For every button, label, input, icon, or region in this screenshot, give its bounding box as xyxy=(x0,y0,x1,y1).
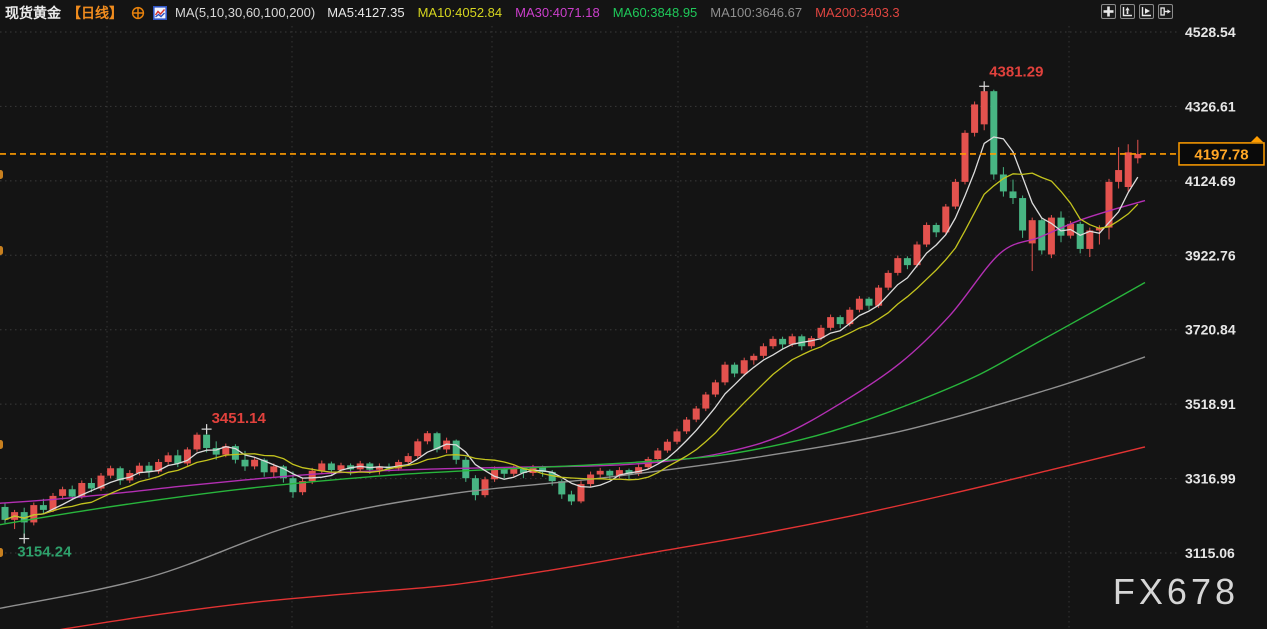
current-price-line: 4197.78 xyxy=(0,136,1264,165)
watermark: FX678 xyxy=(1113,571,1239,613)
y-axis-label: 3922.76 xyxy=(1185,247,1236,263)
ma-params-label: MA(5,10,30,60,100,200) xyxy=(175,5,315,20)
price-axis-labels: 4528.54 4326.61 4124.69 3922.76 3720.84 3518.… xyxy=(1185,25,1236,561)
price-marker-icon xyxy=(1251,136,1263,142)
fit-y-axis-icon[interactable] xyxy=(1120,4,1135,19)
price-annotation: 3451.14 xyxy=(212,410,267,427)
ma30-value: MA30:4071.18 xyxy=(515,5,600,20)
ma-line-ma30 xyxy=(0,201,1145,504)
play-to-latest-icon[interactable] xyxy=(1139,4,1154,19)
go-to-latest-icon[interactable] xyxy=(1158,4,1173,19)
ma-line-ma100 xyxy=(0,357,1145,608)
ma200-value: MA200:3403.3 xyxy=(815,5,900,20)
y-axis-label: 3316.99 xyxy=(1185,471,1236,487)
chart-app: 现货黄金 【日线】 MA(5,10,30,60,100,200) MA5:412… xyxy=(0,0,1267,629)
price-annotation: 3154.24 xyxy=(17,544,72,561)
y-axis-label: 4326.61 xyxy=(1185,98,1236,114)
grid-layer xyxy=(0,26,1180,629)
y-axis-label: 3115.06 xyxy=(1185,545,1235,561)
price-annotation: 4381.29 xyxy=(989,63,1043,80)
ma100-value: MA100:3646.67 xyxy=(710,5,802,20)
y-axis-label: 3518.91 xyxy=(1185,396,1236,412)
pan-tool-icon[interactable] xyxy=(1101,4,1116,19)
chart-header: 现货黄金 【日线】 MA(5,10,30,60,100,200) MA5:412… xyxy=(0,0,1267,25)
y-axis-label: 4528.54 xyxy=(1185,25,1236,40)
ma-line-ma10 xyxy=(5,173,1138,520)
ma-lines-layer xyxy=(0,137,1145,629)
candlestick-chart[interactable]: 4197.78 4528.54 4326.61 4124.69 3922.76 3720.… xyxy=(0,25,1267,629)
y-axis-label: 4124.69 xyxy=(1185,173,1236,189)
chart-toolbar xyxy=(1101,4,1173,19)
chart-logo-icon[interactable] xyxy=(153,6,167,20)
svg-text:4197.78: 4197.78 xyxy=(1194,146,1248,163)
symbol-title: 现货黄金 xyxy=(5,3,61,23)
ma5-value: MA5:4127.35 xyxy=(327,5,404,20)
y-axis-label: 3720.84 xyxy=(1185,322,1236,338)
globe-plus-icon[interactable] xyxy=(131,6,145,20)
ma60-value: MA60:3848.95 xyxy=(613,5,698,20)
timeframe-tag[interactable]: 【日线】 xyxy=(67,3,123,23)
left-edge-markers xyxy=(0,170,3,557)
ma10-value: MA10:4052.84 xyxy=(418,5,503,20)
